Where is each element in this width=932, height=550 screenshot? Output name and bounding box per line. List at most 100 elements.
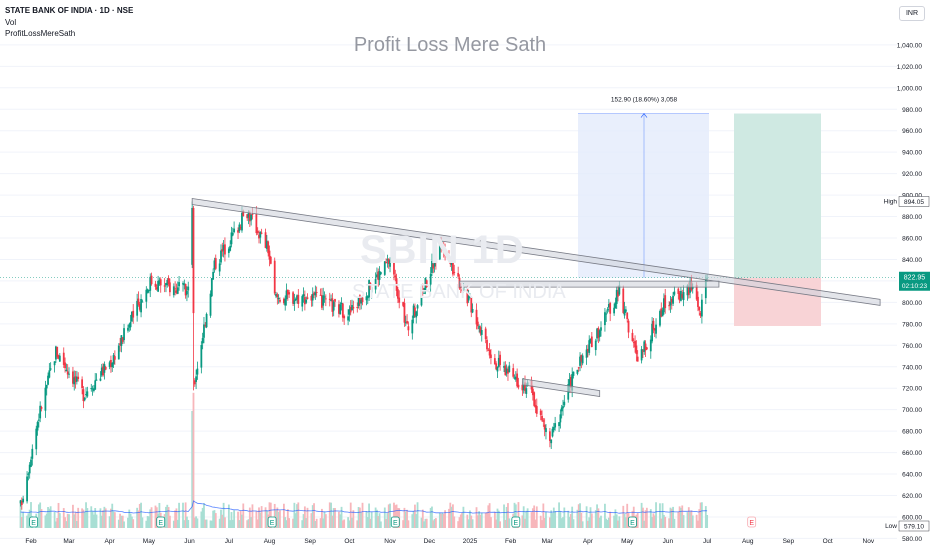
candle-body <box>368 280 370 298</box>
candle-body <box>48 370 51 378</box>
volume-bar <box>104 508 107 528</box>
volume-bar <box>200 511 203 528</box>
earnings-marker-box[interactable] <box>156 516 166 528</box>
volume-bar <box>370 512 373 528</box>
earnings-marker[interactable]: E <box>628 516 637 528</box>
candle-body <box>554 423 557 428</box>
candle-body <box>635 345 638 355</box>
volume-bar <box>203 503 205 528</box>
chart-watermark-title: Profit Loss Mere Sath <box>353 34 547 56</box>
position-zones[interactable]: 152.90 (18.60%) 3,058 <box>0 97 897 326</box>
volume-bar <box>652 513 655 528</box>
current-price-tag[interactable] <box>899 271 930 291</box>
candle-body <box>58 355 61 362</box>
volume-bar <box>138 503 141 528</box>
volume-bar <box>682 515 685 528</box>
profit-target-zone[interactable] <box>734 113 821 278</box>
symbol-title[interactable]: STATE BANK OF INDIA · 1D · NSE <box>5 6 134 15</box>
candle-body <box>508 365 511 372</box>
volume-bar <box>301 520 304 528</box>
candle-body <box>669 301 672 306</box>
candle-body <box>256 231 259 234</box>
earnings-marker-box[interactable] <box>390 516 400 528</box>
candle-body <box>580 355 583 362</box>
volume-bar <box>606 519 609 528</box>
volume-bar <box>297 502 300 528</box>
candle-body <box>279 299 281 302</box>
earnings-marker-letter: E <box>393 520 398 527</box>
earnings-marker[interactable]: E <box>747 516 757 528</box>
earnings-marker-box[interactable] <box>29 516 39 528</box>
candle-body <box>334 299 336 302</box>
earnings-marker[interactable]: E <box>267 516 277 528</box>
earnings-marker[interactable]: E <box>390 516 400 528</box>
volume-bar <box>184 502 187 528</box>
candle-body <box>239 226 242 229</box>
candle-body <box>260 232 263 234</box>
volume-bar <box>352 510 355 528</box>
volume-bar <box>77 507 80 528</box>
volume-bar <box>195 516 198 528</box>
volume-indicator-label[interactable]: Vol <box>5 18 17 27</box>
volume-bar <box>493 511 496 528</box>
earnings-marker[interactable]: E <box>29 516 39 528</box>
candle-body <box>231 232 234 236</box>
candle-body <box>111 362 114 368</box>
trendline-band[interactable] <box>521 378 601 398</box>
volume-bar <box>569 514 572 528</box>
trendline-band[interactable] <box>191 198 881 306</box>
currency-button[interactable]: INR <box>899 6 925 21</box>
candle-body <box>68 373 70 375</box>
trendline-band[interactable] <box>459 280 720 288</box>
measure-arrow-head <box>640 112 648 118</box>
time-axis[interactable]: Feb Mar Apr May Jun Jul Aug Sep Oct Nov Dec 2025 Feb… <box>25 538 874 545</box>
candle-body <box>338 304 340 314</box>
custom-indicator-label[interactable]: ProfitLossMereSath <box>5 29 76 38</box>
time-tick-label: Sep <box>304 538 316 545</box>
volume-bar <box>563 507 566 528</box>
earnings-marker-box[interactable] <box>511 516 521 528</box>
volume-bar <box>431 506 433 528</box>
candle-body <box>403 302 406 323</box>
earnings-marker-box[interactable] <box>628 516 637 528</box>
candle-body <box>457 272 460 277</box>
candle-body <box>222 244 225 251</box>
earnings-marker[interactable]: E <box>156 516 166 528</box>
volume-bar <box>136 507 139 528</box>
candle-body <box>589 338 592 343</box>
candle-body <box>269 256 272 264</box>
candle-body <box>432 264 435 269</box>
earnings-marker-box[interactable] <box>747 516 757 528</box>
candle-body <box>141 301 144 303</box>
volume-bar <box>260 506 263 528</box>
candle-body <box>264 232 267 248</box>
candle-body <box>618 285 621 295</box>
volume-bar <box>607 517 610 528</box>
earnings-marker[interactable]: E <box>511 516 521 528</box>
candle-body <box>172 286 175 296</box>
candle-body <box>634 340 636 348</box>
candle-body <box>416 305 419 309</box>
time-tick-label: Sep <box>783 538 795 545</box>
volume-bar <box>579 503 581 528</box>
volume-bar <box>651 517 654 528</box>
volume-bar <box>242 503 245 528</box>
volume-bar <box>403 507 406 528</box>
volume-bar <box>691 515 694 528</box>
candle-body <box>221 249 224 252</box>
candle-body <box>103 363 106 373</box>
volume-bar <box>145 520 148 528</box>
measure-range-box[interactable] <box>578 113 709 278</box>
volume-bar <box>361 502 364 528</box>
earnings-marker-box[interactable] <box>267 516 277 528</box>
volume-bar <box>214 513 217 528</box>
volume-bar <box>687 507 690 528</box>
drawn-trendlines[interactable] <box>191 198 881 398</box>
candle-body <box>100 367 103 376</box>
candle-body <box>497 357 500 367</box>
volume-bar <box>698 509 701 528</box>
candle-body <box>166 280 169 286</box>
price-axis[interactable]: 1,040.00 1,020.00 1,000.00 980.00 960.00 940.… <box>884 42 930 543</box>
